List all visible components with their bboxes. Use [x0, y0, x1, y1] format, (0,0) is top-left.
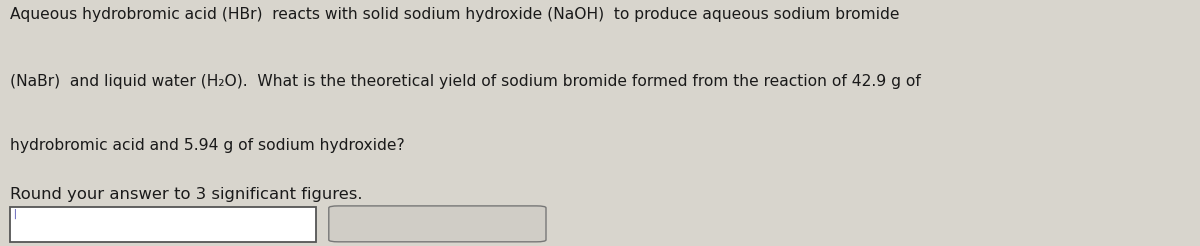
Text: ▏: ▏	[14, 209, 22, 219]
Text: Aqueous hydrobromic acid (HBr)  reacts with solid sodium hydroxide (NaOH)  to pr: Aqueous hydrobromic acid (HBr) reacts wi…	[10, 7, 899, 22]
FancyBboxPatch shape	[329, 206, 546, 242]
Text: hydrobromic acid and 5.94 g of sodium hydroxide?: hydrobromic acid and 5.94 g of sodium hy…	[10, 138, 404, 153]
Text: (NaBr)  and liquid water (H₂O).  What is the theoretical yield of sodium bromide: (NaBr) and liquid water (H₂O). What is t…	[10, 74, 920, 89]
FancyBboxPatch shape	[10, 207, 316, 242]
Text: Round your answer to 3 significant figures.: Round your answer to 3 significant figur…	[10, 187, 362, 202]
